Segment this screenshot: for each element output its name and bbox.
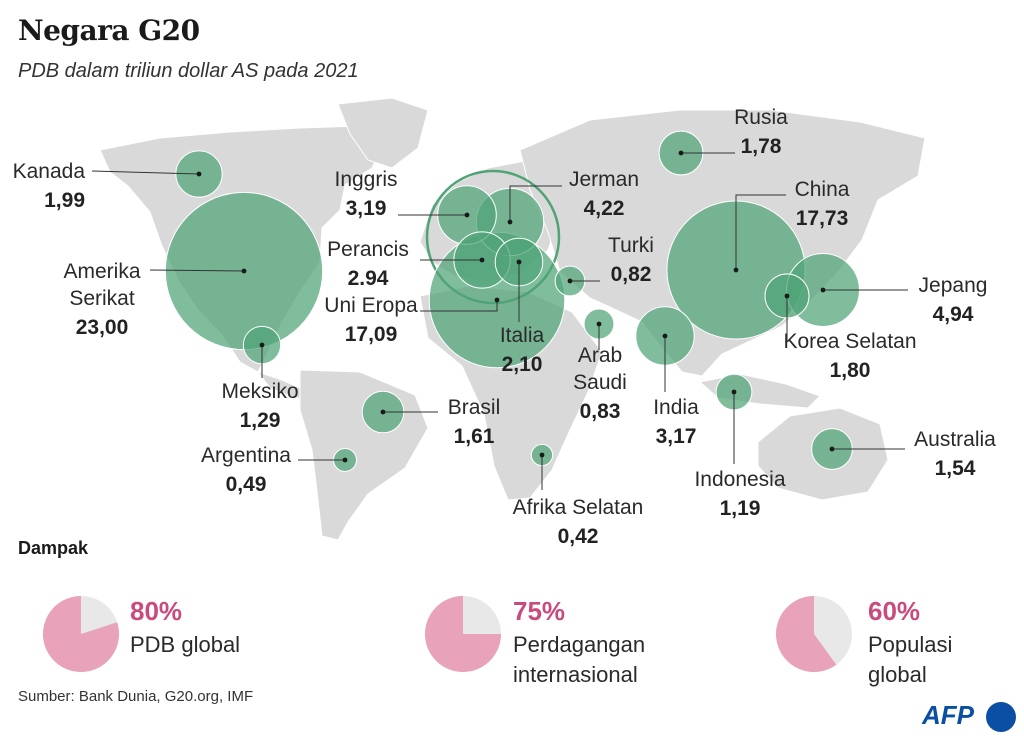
label-value-australia: 1,54 [935,457,976,480]
anchor-dot-korea-selatan [784,293,790,299]
labels-layer: Kanada 1,99 Amerika Serikat 23,00 Meksiko 1,29… [13,106,997,548]
pie-slice-populasi [776,596,837,672]
stat-perdagangan-label-line-1: Perdagangan [513,632,646,657]
anchor-dot-italia [516,259,522,265]
pie-slice-pdb [42,596,119,672]
stat-populasi-label-line-2: global [868,662,927,687]
leader-line-amerika-serikat [149,269,245,272]
chart-subtitle: PDB dalam triliun dollar AS pada 2021 [18,60,359,82]
pie-pdb-global [42,596,119,672]
label-name-indonesia: Indonesia [694,468,785,491]
anchor-dot-arab-saudi [596,321,602,327]
stat-pdb-label-line: PDB global [130,632,241,657]
label-name-meksiko: Meksiko [221,380,298,403]
label-name-inggris: Inggris [334,168,397,191]
label-value-turki: 0,82 [611,263,652,286]
anchor-dot-amerika-serikat [241,268,247,274]
anchor-dot-kanada [196,171,202,177]
chart-title: Negara G20 [18,14,200,47]
label-name-korea-selatan: Korea Selatan [783,330,916,353]
label-name-arab-saudi-1: Arab [578,344,622,367]
anchor-dot-india [662,333,668,339]
stat-pdb-label: PDB global [130,630,240,660]
stat-populasi-label-line-1: Populasi [868,632,953,657]
anchor-dot-turki [567,278,573,284]
label-name-uni-eropa: Uni Eropa [324,294,418,317]
leader-lines-layer [91,150,908,490]
stat-populasi-percent: 60% [868,596,921,626]
stat-pdb-percent: 80% [130,596,183,626]
leader-line-kanada [91,170,200,175]
anchor-dot-argentina [342,457,348,463]
afp-logo-text: AFP [922,700,974,730]
stat-perdagangan-label-line-2: internasional [513,662,638,687]
label-name-amerika-serikat-2: Serikat [69,287,135,310]
label-value-korea-selatan: 1,80 [830,359,871,382]
source-note: Sumber: Bank Dunia, G20.org, IMF [18,688,254,705]
label-value-argentina: 0,49 [226,473,267,496]
label-value-italia: 2,10 [502,353,543,376]
label-name-jerman: Jerman [569,168,639,191]
leader-line-jerman [509,185,562,222]
bubbles-layer [164,130,860,472]
anchor-dot-rusia [678,150,684,156]
label-name-china: China [795,178,850,201]
label-value-inggris: 3,19 [346,197,387,220]
label-name-kanada: Kanada [13,160,86,183]
label-name-perancis: Perancis [327,238,409,261]
pie-slice-perdagangan [425,596,501,672]
anchor-dot-china [733,267,739,273]
label-value-india: 3,17 [656,425,697,448]
label-value-uni-eropa: 17,09 [345,323,398,346]
anchor-dot-jepang [820,287,826,293]
label-value-brasil: 1,61 [454,425,495,448]
anchor-dot-jerman [507,219,513,225]
label-value-kanada: 1,99 [44,189,85,212]
stat-perdagangan-label: Perdagangan internasional [513,630,645,690]
land-south-america [299,369,429,541]
label-name-jepang: Jepang [919,274,988,297]
label-value-china: 17,73 [796,207,849,230]
label-name-rusia: Rusia [734,106,788,129]
label-name-turki: Turki [608,234,654,257]
pie-populasi-global [776,596,852,672]
label-value-perancis: 2.94 [348,267,389,290]
label-value-afrika-selatan: 0,42 [558,525,599,548]
label-name-italia: Italia [500,324,545,347]
label-value-indonesia: 1,19 [720,497,761,520]
label-value-rusia: 1,78 [741,135,782,158]
afp-logo-icon [986,702,1016,732]
anchor-dot-afrika-selatan [539,452,545,458]
anchor-dot-australia [829,446,835,452]
stat-populasi-label: Populasi global [868,630,952,690]
label-value-jerman: 4,22 [584,197,625,220]
label-name-brasil: Brasil [448,396,501,419]
stat-perdagangan-percent: 75% [513,596,566,626]
label-name-arab-saudi-2: Saudi [573,371,627,394]
land-greenland [337,97,429,169]
pie-perdagangan-internasional [425,596,501,672]
label-name-india: India [653,396,699,419]
leader-line-china [735,194,786,270]
label-name-australia: Australia [914,428,996,451]
label-value-amerika-serikat: 23,00 [76,316,129,339]
label-value-meksiko: 1,29 [240,409,281,432]
anchor-dot-inggris [464,212,470,218]
anchor-dot-perancis [479,257,485,263]
label-value-jepang: 4,94 [933,303,974,326]
label-name-amerika-serikat-1: Amerika [63,260,140,283]
anchor-dot-uni-eropa [494,297,500,303]
label-name-argentina: Argentina [201,444,291,467]
leader-line-uni-eropa [420,300,498,312]
anchor-dot-meksiko [259,342,265,348]
anchor-dot-brasil [380,409,386,415]
label-value-arab-saudi: 0,83 [580,400,621,423]
impact-heading: Dampak [18,538,89,558]
label-name-afrika-selatan: Afrika Selatan [513,496,644,519]
anchor-dot-indonesia [731,389,737,395]
